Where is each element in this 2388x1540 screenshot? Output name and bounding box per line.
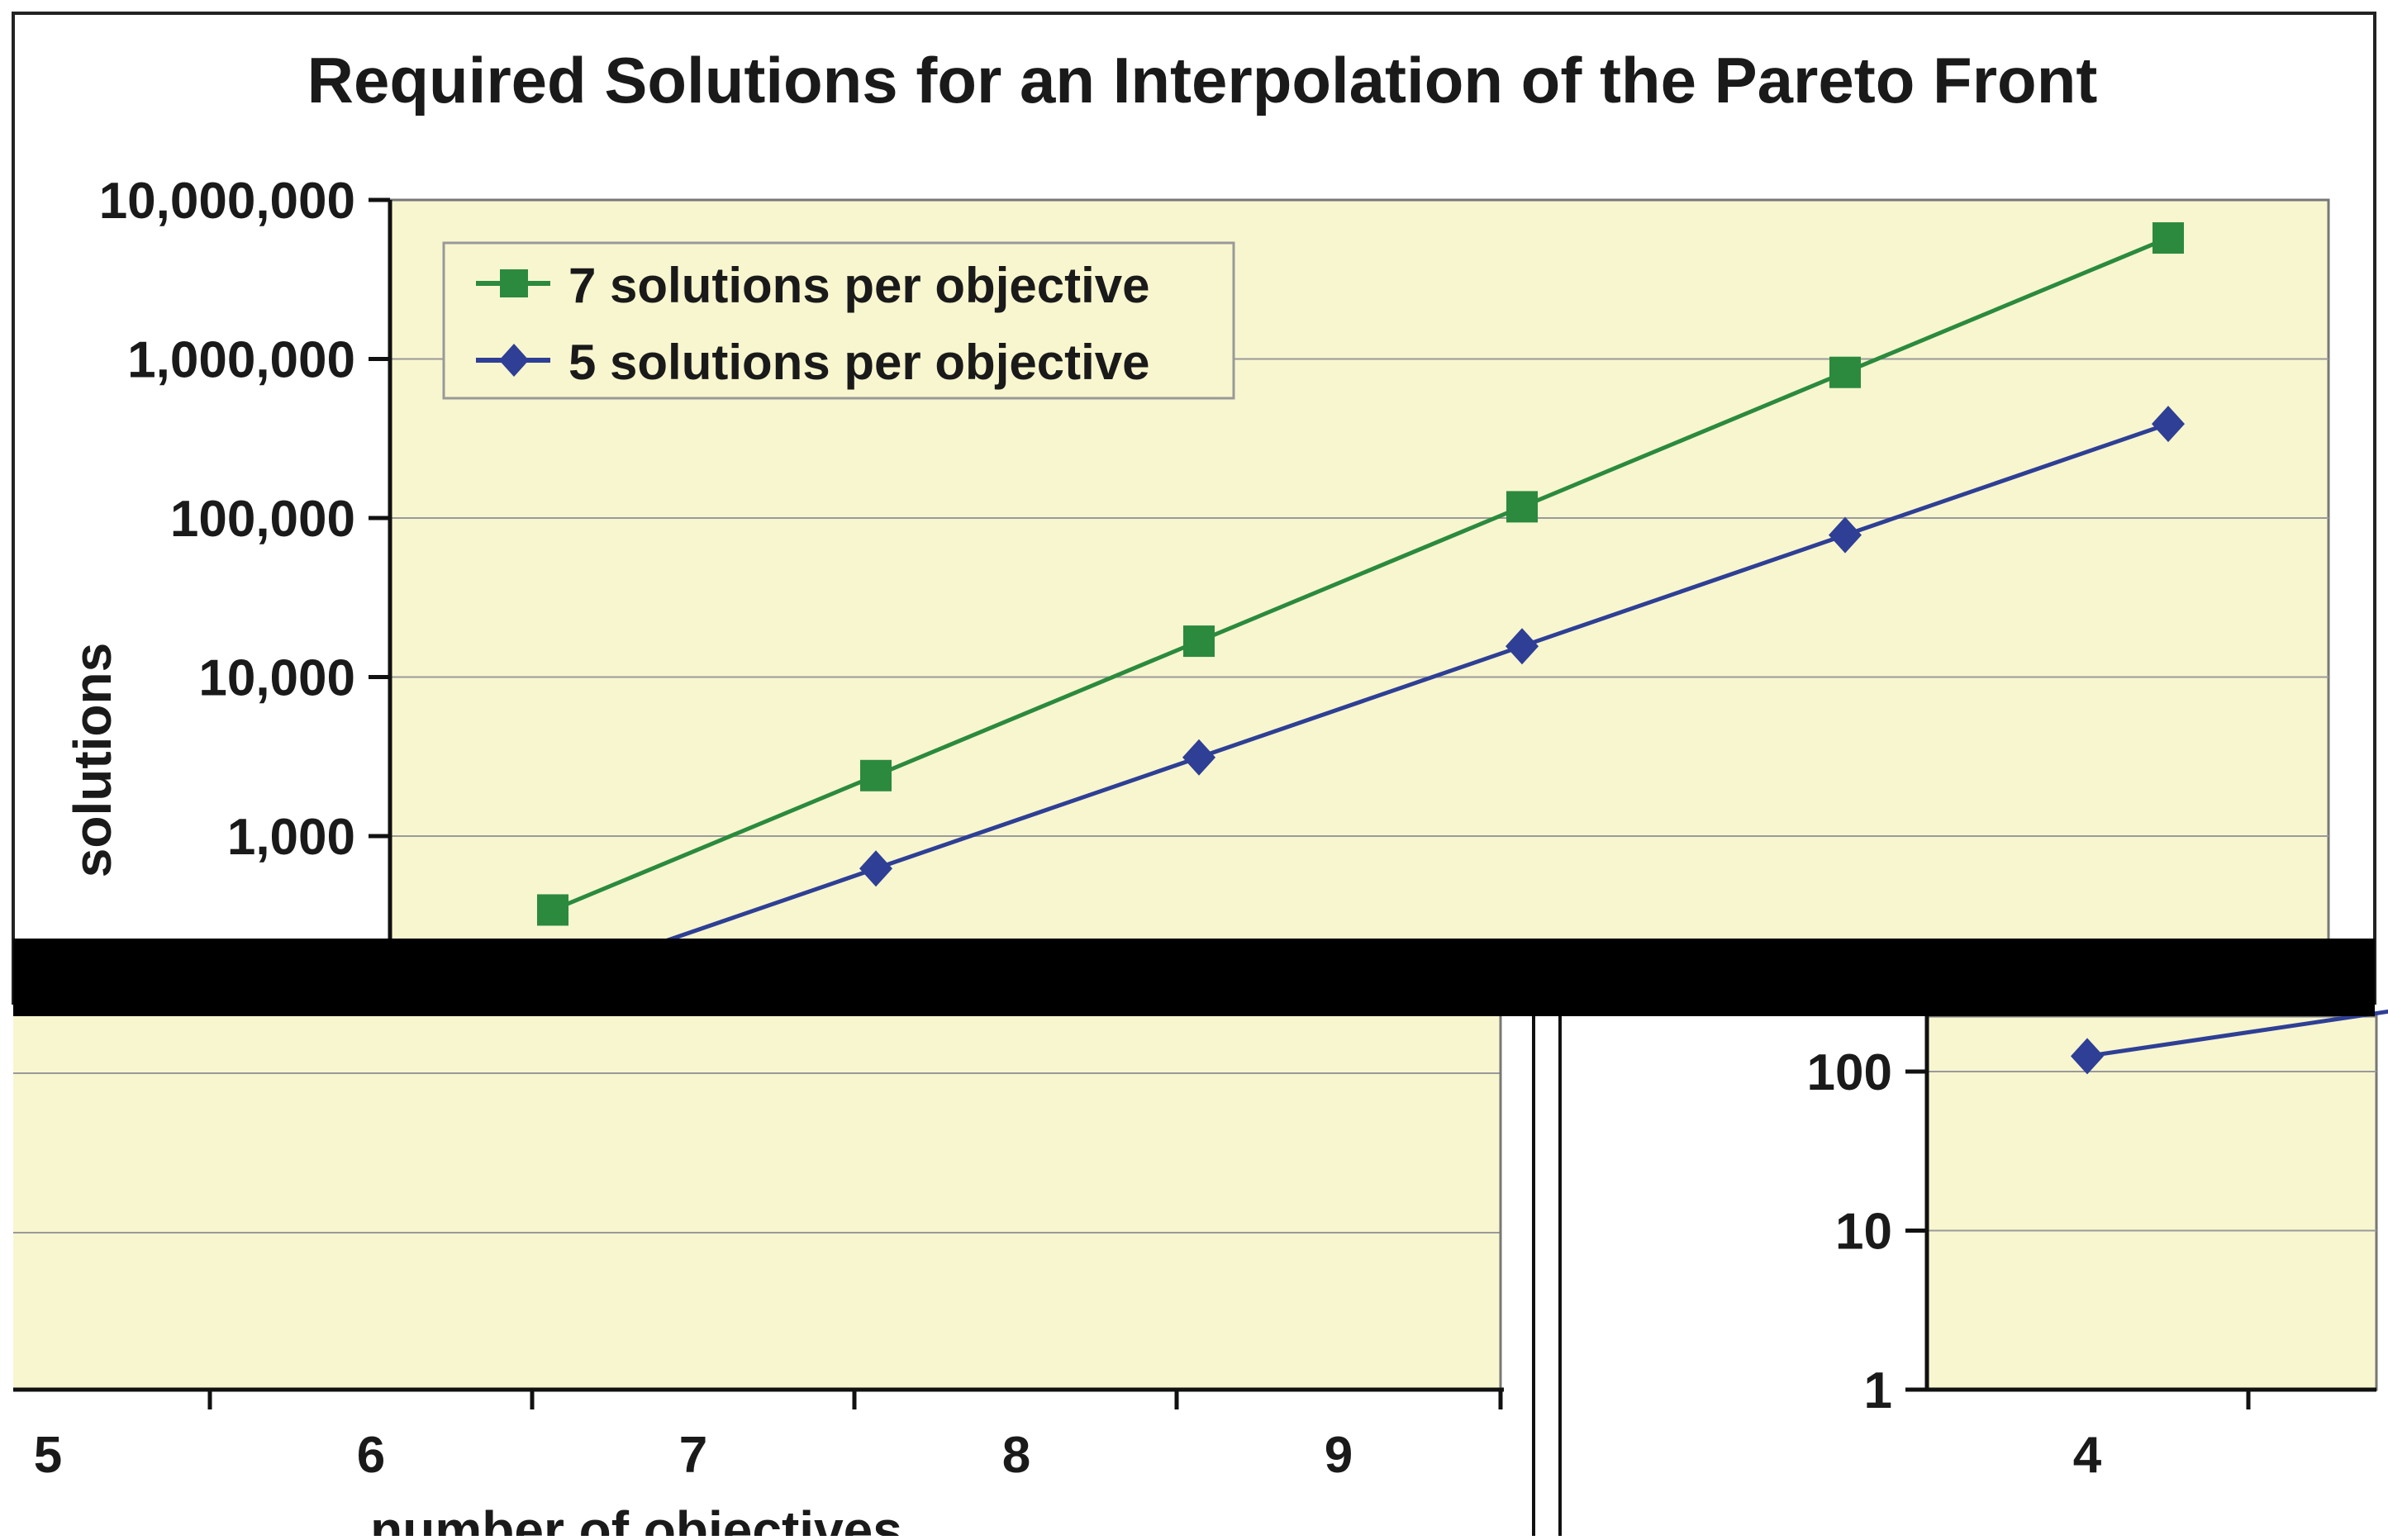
series-line (552, 235, 2169, 912)
series-layer (537, 222, 2185, 982)
y-tick-label: 100 (1807, 1044, 1892, 1101)
data-point-square (1506, 491, 1538, 523)
y-tick-label: 10 (1835, 1204, 1892, 1261)
legend-marker-diamond (499, 344, 529, 377)
x-tick-label: 9 (1325, 1427, 1353, 1484)
bottom-right-plot-area (1925, 1015, 2378, 1391)
x-tick-label: 8 (1002, 1427, 1030, 1484)
data-point-diamond (2152, 406, 2185, 443)
data-point-diamond (1506, 628, 1539, 665)
bottom-left-x-ticks: 5 6 7 8 9 (34, 1390, 1503, 1484)
y-tick-label: 10,000 (198, 650, 355, 707)
x-tick-label: 5 (34, 1427, 62, 1484)
y-tick-label: 100,000 (170, 491, 355, 548)
legend: 7 solutions per objective 5 solutions pe… (442, 241, 1235, 400)
legend-label-5-solutions: 5 solutions per objective (568, 335, 1150, 390)
data-point-square (1829, 356, 1861, 388)
series-line (552, 421, 2169, 982)
y-tick-label: 10,000,000 (99, 173, 355, 230)
data-point-square (2153, 222, 2184, 254)
bottom-right-y-axis: 1 10 100 (1807, 1016, 1929, 1419)
legend-marker-square (500, 269, 528, 297)
occluding-bar (13, 939, 2375, 1016)
x-tick-label: 6 (357, 1427, 385, 1484)
data-point-square (860, 759, 892, 791)
y-tick-label: 1,000 (227, 809, 355, 866)
y-tick-label: 1,000,000 (127, 332, 355, 389)
bottom-left-plot-area (13, 1016, 1501, 1390)
x-axis-label: number of objectives (370, 1500, 902, 1536)
bottom-right-series-layer (2071, 1009, 2388, 1075)
legend-box (442, 241, 1235, 400)
x-tick-label: 7 (679, 1427, 707, 1484)
legend-label-7-solutions: 7 solutions per objective (568, 258, 1150, 313)
bottom-right-x-ticks: 4 (2073, 1390, 2251, 1484)
y-axis-label: solutions (63, 643, 122, 877)
data-point-square (1183, 625, 1215, 658)
data-point-diamond (1829, 516, 1862, 554)
y-axis: 1,000 10,000 100,000 1,000,000 10,000,000 (99, 173, 392, 939)
data-point-diamond (2071, 1038, 2104, 1075)
series-line (2086, 1009, 2388, 1058)
data-point-square (537, 894, 568, 926)
y-tick-label: 1 (1864, 1362, 1892, 1419)
x-tick-label: 4 (2073, 1427, 2102, 1484)
chart-title: Required Solutions for an Interpolation … (307, 44, 2098, 116)
data-point-diamond (859, 850, 892, 887)
bottom-right-gridlines (1927, 1071, 2376, 1232)
data-point-diamond (1182, 739, 1215, 776)
